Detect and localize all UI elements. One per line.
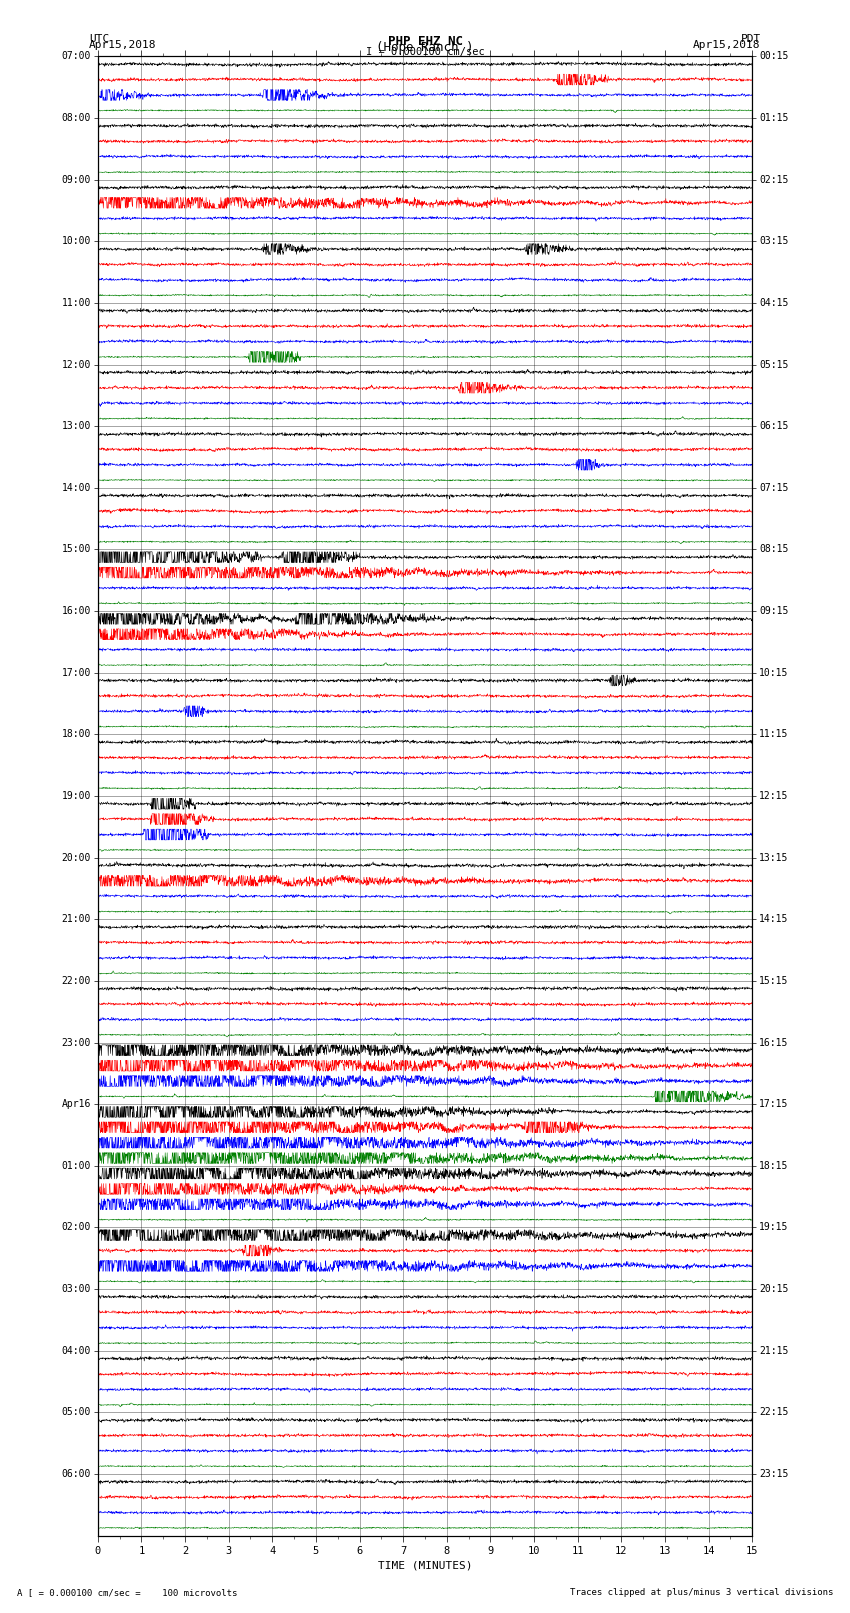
X-axis label: TIME (MINUTES): TIME (MINUTES) — [377, 1560, 473, 1569]
Text: Apr15,2018: Apr15,2018 — [694, 40, 761, 50]
Text: UTC: UTC — [89, 34, 110, 44]
Text: (Hope Ranch ): (Hope Ranch ) — [377, 40, 473, 53]
Text: I = 0.000100 cm/sec: I = 0.000100 cm/sec — [366, 47, 484, 56]
Text: PHP EHZ NC: PHP EHZ NC — [388, 35, 462, 48]
Text: Apr15,2018: Apr15,2018 — [89, 40, 156, 50]
Text: A [ = 0.000100 cm/sec =    100 microvolts: A [ = 0.000100 cm/sec = 100 microvolts — [17, 1587, 237, 1597]
Text: PDT: PDT — [740, 34, 761, 44]
Text: Traces clipped at plus/minus 3 vertical divisions: Traces clipped at plus/minus 3 vertical … — [570, 1587, 833, 1597]
